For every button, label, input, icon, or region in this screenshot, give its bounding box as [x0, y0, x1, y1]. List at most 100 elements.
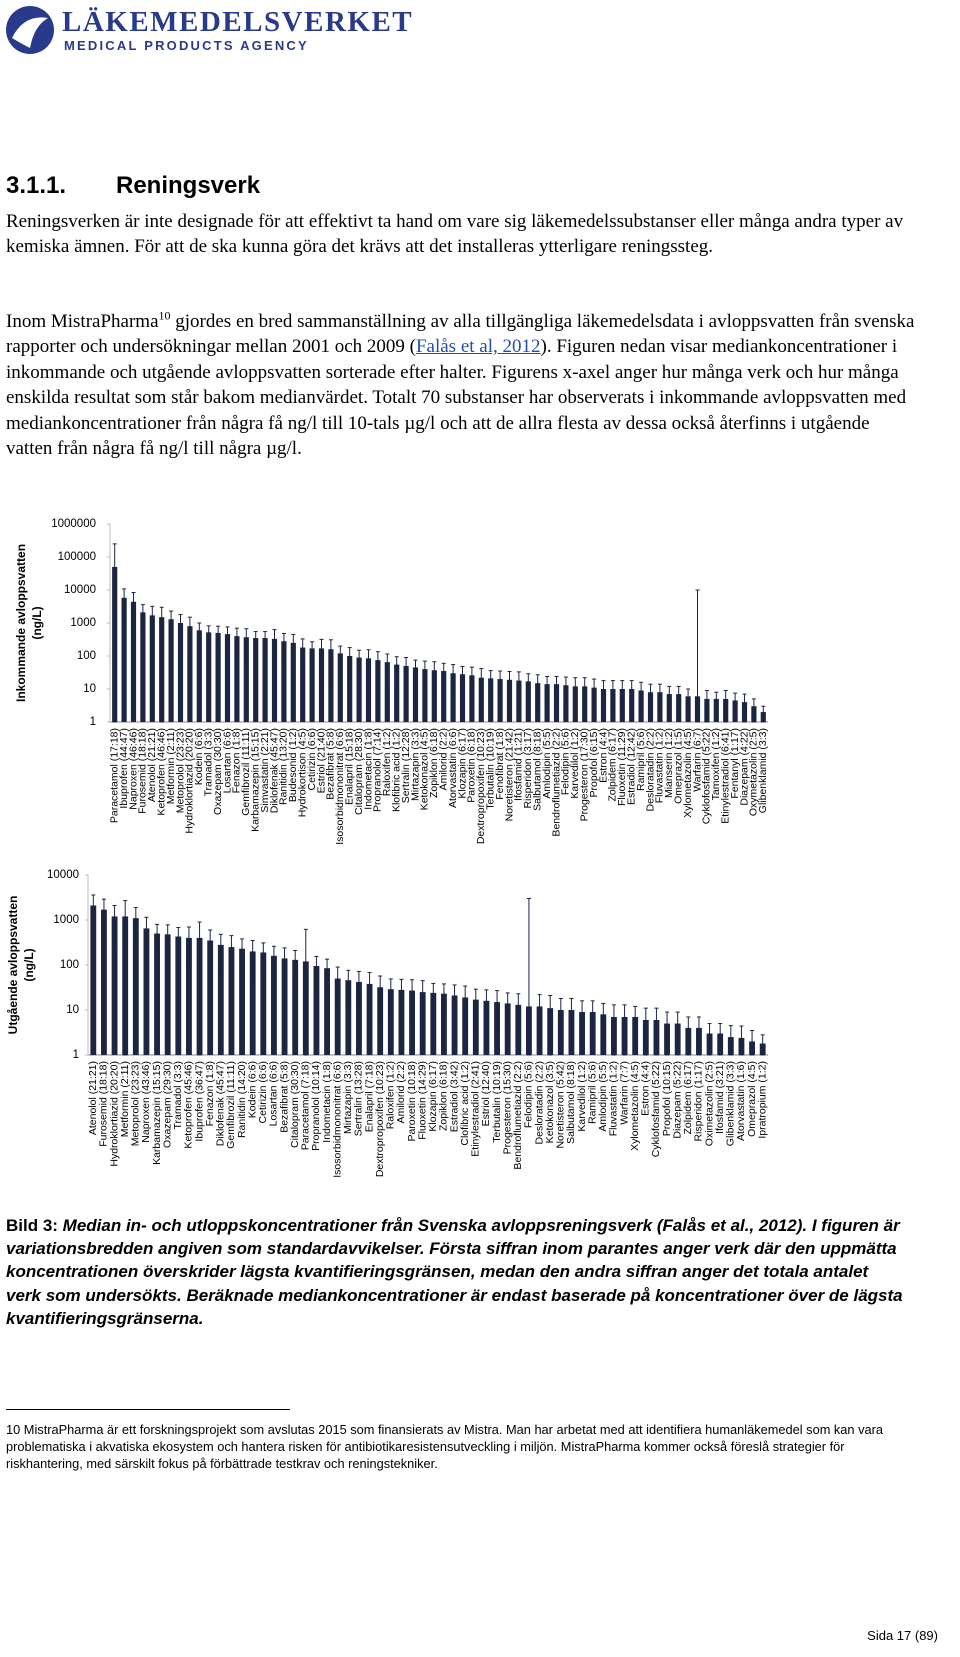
chart: 1 10 100 1000 10000 100000 1000000 Inkommande a…: [14, 518, 769, 845]
x-tick-label: Ifosfamid (1:21): [513, 728, 525, 801]
error-bar: [739, 1025, 744, 1056]
error-bar: [310, 641, 315, 662]
error-bar: [229, 935, 234, 980]
bar: [239, 948, 245, 1055]
error-bar: [696, 1016, 701, 1056]
x-tick-label: Enalapril (15:18): [343, 728, 355, 805]
error-bar: [155, 923, 160, 952]
footnote-number: 10: [6, 1422, 21, 1437]
bar: [441, 671, 447, 722]
error-bar: [441, 662, 446, 690]
x-tick-label: Isosorbidmononitrat (6:6): [334, 728, 346, 845]
x-tick-label: Propranolol (7:14): [372, 728, 384, 812]
x-tick-label: Risperidon (3:17): [522, 728, 534, 809]
error-bar: [123, 900, 128, 1056]
x-tick-label: Diklofenak (45:47): [268, 728, 280, 813]
error-bar: [488, 670, 493, 697]
bar: [177, 623, 184, 722]
error-bar: [112, 905, 117, 945]
x-tick-label: Cetirizin (6:6): [257, 1061, 269, 1123]
error-bar: [314, 955, 319, 987]
error-bar: [413, 659, 418, 684]
error-bar: [469, 666, 474, 697]
x-tick-label: Hydroklortiazid (20:20): [108, 1061, 120, 1167]
x-tick-label: Naproxen (43:46): [140, 1061, 152, 1143]
x-tick-label: Omeprazol (1:5): [672, 728, 684, 804]
bar: [337, 653, 343, 722]
error-bar: [590, 1000, 595, 1042]
x-tick-label: Paroxetin (6:18): [466, 728, 478, 803]
x-tick-label: Metformin (2:11): [119, 1061, 131, 1137]
y-tick-label: 100: [77, 650, 96, 662]
x-tick-label: Etinylestradiol (2:41): [470, 1061, 482, 1157]
x-tick-label: Xylometazolin (4:5): [629, 1061, 641, 1151]
error-bar: [479, 667, 484, 713]
x-tick-label: Atenolol (21:21): [87, 1061, 99, 1135]
x-tick-label: Raloxifen (1:2): [381, 728, 393, 796]
x-tick-label: Estriol (12:40): [480, 1061, 492, 1126]
y-tick-label: 1: [90, 716, 96, 728]
x-tick-label: Ranitidin (14:20): [236, 1061, 248, 1138]
x-tick-label: Ibuprofen (44:47): [118, 728, 130, 809]
error-bar: [432, 661, 437, 695]
error-bar: [291, 633, 296, 667]
error-bar: [234, 627, 239, 657]
error-bar: [654, 1007, 659, 1056]
error-bar: [356, 970, 361, 1007]
error-bar: [643, 1007, 648, 1056]
error-bar: [122, 588, 127, 627]
y-tick-label: 1: [73, 1049, 79, 1061]
x-tick-label: Dextropropoxifen (10:23): [374, 1061, 386, 1177]
figure-caption: Bild 3: Median in- och utloppskoncentrat…: [6, 1214, 906, 1330]
bar: [365, 658, 372, 722]
error-bar: [404, 657, 409, 690]
x-tick-label: Fenofibrat (1:8): [494, 728, 506, 800]
x-tick-label: Desloratadin (2:2): [533, 1061, 545, 1144]
x-tick-label: Zolpidem (6:17): [607, 728, 619, 802]
x-tick-label: Estriol (21:40): [315, 728, 327, 793]
bar: [140, 612, 146, 722]
error-bar: [648, 683, 653, 713]
x-tick-label: Risperidon (1:17): [693, 1061, 705, 1142]
error-bar: [420, 980, 425, 1025]
y-tick-label: 10000: [64, 584, 96, 596]
citation-link[interactable]: Falås et al, 2012: [415, 336, 541, 358]
bar: [121, 597, 127, 722]
text: ). Figuren nedan visar mediankoncentrati…: [6, 336, 907, 460]
error-bar: [601, 680, 606, 713]
footnote-text: MistraPharma är ett forskningsprojekt so…: [6, 1422, 883, 1471]
footnote-ref: 10: [158, 308, 171, 323]
bar: [525, 681, 531, 722]
error-bar: [357, 649, 362, 674]
error-bar: [742, 693, 747, 723]
bar: [215, 632, 221, 722]
y-tick-label: 1000: [70, 617, 96, 629]
error-bar: [622, 1004, 627, 1056]
x-tick-label: Cyklofosfamid (5:22): [650, 1061, 662, 1157]
x-tick-label: Felodipin (5:6): [523, 1061, 535, 1128]
error-bar: [728, 1025, 733, 1056]
x-tick-label: Zopiklon (6:18): [438, 1061, 450, 1131]
error-bar: [169, 610, 174, 641]
bar: [451, 995, 458, 1055]
x-tick-label: Losartan (6:6): [221, 728, 233, 793]
x-tick-label: Mirtazapin (3:3): [409, 728, 421, 801]
x-tick-label: Amlodipin (5:5): [541, 728, 553, 799]
error-bar: [665, 1011, 670, 1056]
error-bar: [187, 616, 192, 657]
logo-swirl: [12, 17, 48, 48]
error-bar: [253, 631, 258, 651]
error-bar: [554, 675, 559, 703]
x-tick-label: Ramipril (5:6): [635, 728, 647, 791]
x-tick-label: Desloratadin (2:2): [644, 728, 656, 811]
x-tick-label: Bendroflumetiazid (2:2): [550, 728, 562, 837]
x-tick-label: Karvedilol (1:2): [576, 1061, 588, 1132]
x-tick-label: Warfarin (7:7): [618, 1061, 630, 1125]
error-bar: [346, 969, 351, 1002]
x-tick-label: Karbamazepin (15:15): [249, 728, 261, 832]
x-tick-label: Dextropropoxifen (10:23): [475, 728, 487, 844]
error-bar: [505, 992, 510, 1029]
bar: [90, 905, 97, 1055]
error-bar: [378, 975, 383, 1018]
